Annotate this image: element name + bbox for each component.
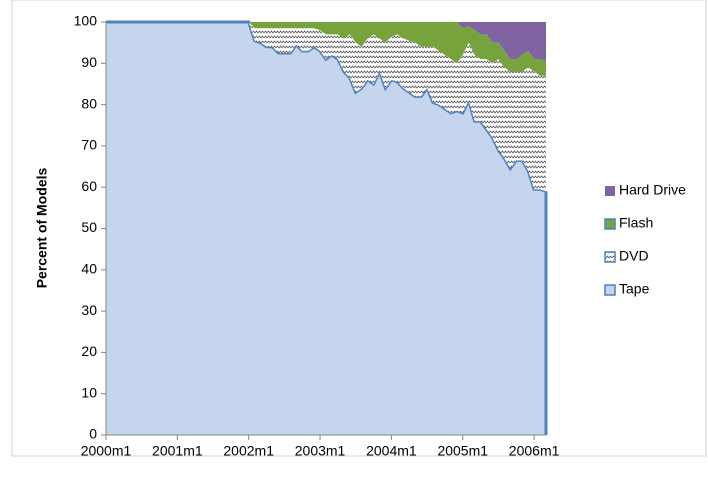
y-tick-label: 20	[81, 343, 97, 359]
legend-label: Flash	[619, 215, 653, 231]
chart-frame	[11, 0, 707, 457]
y-tick-label: 10	[81, 384, 97, 400]
y-tick-label: 50	[81, 219, 97, 235]
x-tick-label: 2001m1	[152, 443, 203, 459]
legend-swatch	[604, 284, 616, 296]
legend-swatch	[604, 251, 616, 263]
legend-label: Tape	[619, 281, 650, 297]
y-axis-label: Percent of Models	[34, 168, 50, 289]
legend-swatch	[604, 218, 616, 230]
y-tick-label: 80	[81, 95, 97, 111]
area	[106, 22, 546, 435]
legend-label: Hard Drive	[619, 182, 686, 198]
area	[106, 22, 546, 192]
legend-label: DVD	[619, 248, 649, 264]
y-tick-label: 70	[81, 137, 97, 153]
x-tick-label: 2005m1	[437, 443, 488, 459]
y-tick-label: 60	[81, 178, 97, 194]
x-tick-label: 2002m1	[223, 443, 274, 459]
x-tick-label: 2003m1	[295, 443, 346, 459]
legend-swatch	[605, 186, 615, 196]
area	[106, 22, 546, 76]
x-tick-label: 2004m1	[366, 443, 417, 459]
y-tick-label: 90	[81, 54, 97, 70]
area	[106, 22, 546, 62]
y-tick-label: 100	[74, 13, 98, 29]
x-tick-label: 2000m1	[81, 443, 132, 459]
y-tick-label: 30	[81, 302, 97, 318]
y-tick-label: 40	[81, 261, 97, 277]
x-tick-label: 2006m1	[509, 443, 560, 459]
y-tick-label: 0	[89, 426, 97, 442]
